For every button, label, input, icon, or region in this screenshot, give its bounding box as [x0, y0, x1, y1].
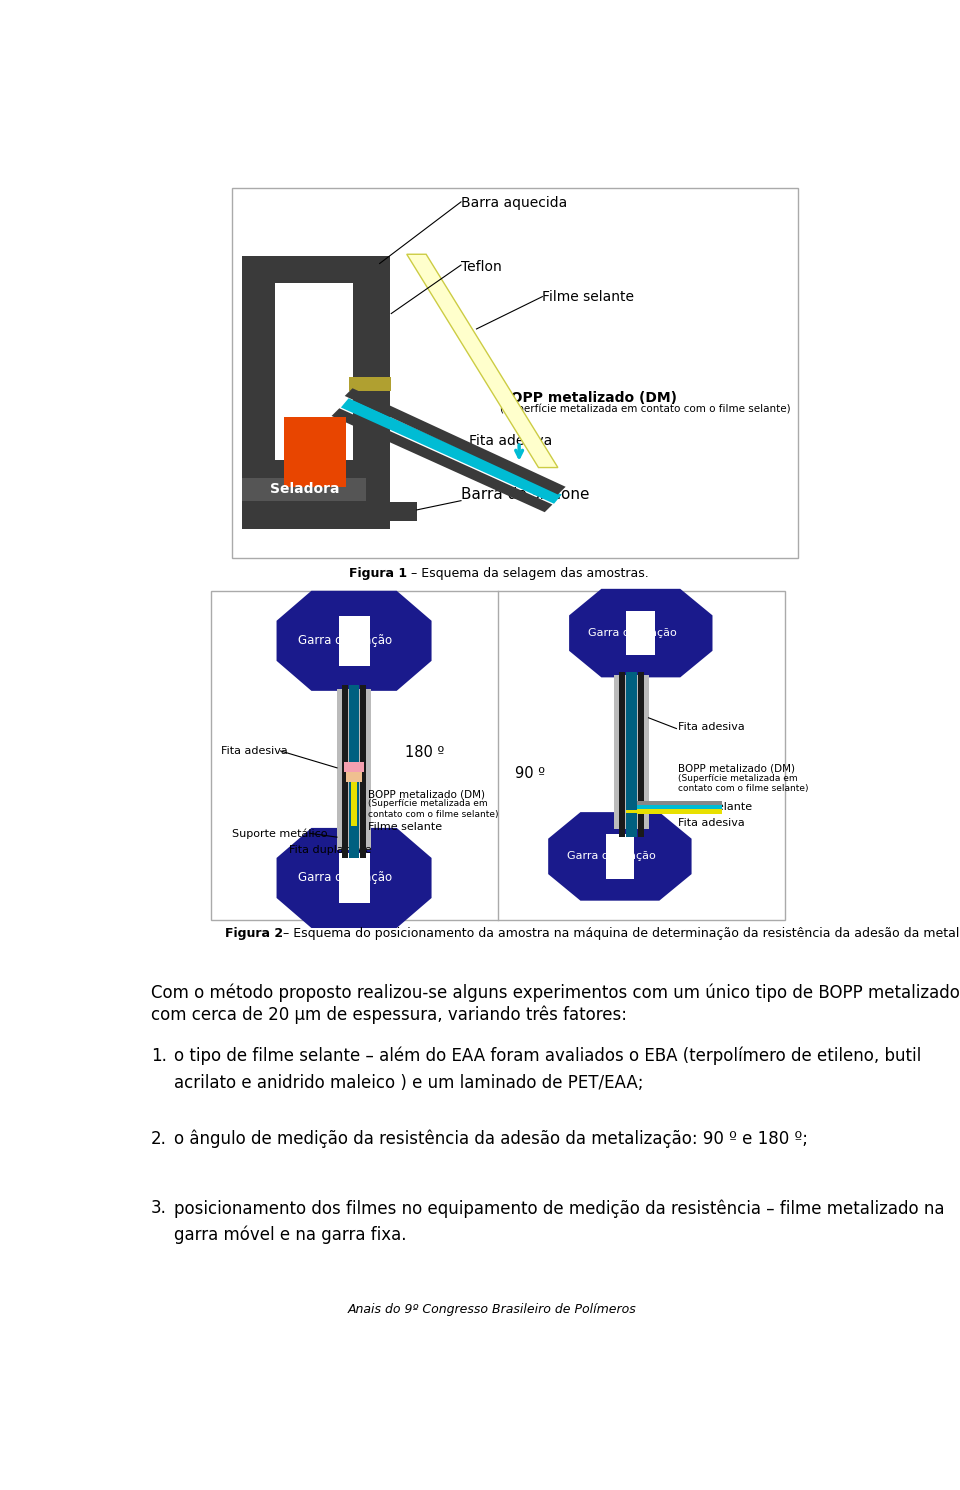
Text: Barra de silicone: Barra de silicone [461, 487, 589, 502]
Text: garra móvel e na garra fixa.: garra móvel e na garra fixa. [175, 1226, 407, 1244]
Text: Fita adesiva: Fita adesiva [221, 746, 287, 755]
Bar [339, 615, 370, 666]
Bar [637, 672, 644, 837]
Text: 3.: 3. [151, 1199, 167, 1217]
Text: – Esquema do posicionamento da amostra na máquina de determinação da resistência: – Esquema do posicionamento da amostra n… [278, 927, 960, 940]
Bar [347, 770, 362, 782]
Bar [348, 377, 392, 392]
Bar [211, 590, 785, 919]
Bar [243, 256, 390, 529]
Bar [606, 834, 635, 879]
Text: Garra de Tração: Garra de Tração [588, 629, 677, 638]
Bar [627, 611, 655, 656]
Bar [232, 188, 798, 557]
Polygon shape [407, 255, 558, 468]
Text: Fita adesiva: Fita adesiva [678, 818, 745, 828]
Polygon shape [341, 398, 562, 504]
Text: Filme selante: Filme selante [678, 803, 752, 812]
Text: Teflon: Teflon [461, 259, 502, 274]
Text: – Esquema da selagem das amostras.: – Esquema da selagem das amostras. [407, 566, 649, 580]
Text: Barra aquecida: Barra aquecida [461, 195, 567, 210]
Polygon shape [331, 408, 552, 513]
Polygon shape [276, 590, 432, 691]
Text: (Superfície metalizada em contato com o filme selante): (Superfície metalizada em contato com o … [500, 404, 790, 414]
Text: 2.: 2. [151, 1129, 167, 1147]
Text: Garra de Tração: Garra de Tração [298, 635, 392, 647]
Text: BOPP metalizado (DM): BOPP metalizado (DM) [500, 390, 677, 405]
Text: 1.: 1. [151, 1046, 167, 1064]
Text: Figura 1: Figura 1 [348, 566, 407, 580]
Bar [243, 502, 417, 522]
Bar [636, 802, 722, 805]
Text: Filme selante: Filme selante [368, 822, 443, 831]
Text: Fita adesiva: Fita adesiva [678, 723, 745, 732]
Text: Suporte metálico: Suporte metálico [232, 828, 328, 839]
Bar [360, 685, 367, 858]
Bar [348, 685, 359, 858]
Text: com cerca de 20 μm de espessura, variando três fatores:: com cerca de 20 μm de espessura, variand… [151, 1006, 627, 1024]
Bar [619, 672, 625, 837]
Text: Fita adesiva: Fita adesiva [468, 435, 552, 448]
Bar [342, 685, 348, 858]
Text: 90 º: 90 º [516, 766, 545, 781]
Text: BOPP metalizado (DM): BOPP metalizado (DM) [368, 790, 485, 800]
Text: acrilato e anidrido maleico ) e um laminado de PET/EAA;: acrilato e anidrido maleico ) e um lamin… [175, 1073, 644, 1092]
Bar [339, 852, 370, 903]
Polygon shape [276, 828, 432, 928]
Bar [275, 283, 352, 460]
Text: o tipo de filme selante – além do EAA foram avaliados o EBA (terpolímero de etil: o tipo de filme selante – além do EAA fo… [175, 1046, 922, 1065]
Bar [284, 417, 347, 487]
Bar [636, 808, 722, 814]
Text: Fita dupla-face: Fita dupla-face [289, 845, 372, 855]
Text: Seladora: Seladora [270, 483, 339, 496]
Text: (Superfície metalizada em
contato com o filme selante): (Superfície metalizada em contato com o … [368, 800, 498, 820]
Bar [614, 675, 649, 830]
Bar [344, 763, 364, 772]
Bar [351, 776, 357, 825]
Text: Figura 2: Figura 2 [225, 927, 283, 940]
Text: (Superfície metalizada em
contato com o filme selante): (Superfície metalizada em contato com o … [678, 773, 808, 793]
Polygon shape [548, 812, 691, 900]
Polygon shape [569, 589, 712, 678]
Polygon shape [345, 389, 565, 495]
Text: Com o método proposto realizou-se alguns experimentos com um único tipo de BOPP : Com o método proposto realizou-se alguns… [151, 983, 960, 1001]
Text: Filme selante: Filme selante [542, 291, 635, 304]
Text: 180 º: 180 º [405, 745, 444, 760]
Bar [636, 805, 722, 809]
Bar [626, 672, 636, 837]
Bar [626, 811, 636, 812]
Text: Garra de Tração: Garra de Tração [567, 851, 656, 861]
Bar [337, 688, 372, 851]
Text: BOPP metalizado (DM): BOPP metalizado (DM) [678, 764, 795, 773]
Text: posicionamento dos filmes no equipamento de medição da resistência – filme metal: posicionamento dos filmes no equipamento… [175, 1199, 945, 1217]
Text: Anais do 9º Congresso Brasileiro de Polímeros: Anais do 9º Congresso Brasileiro de Polí… [348, 1302, 636, 1316]
Text: o ângulo de medição da resistência da adesão da metalização: 90 º e 180 º;: o ângulo de medição da resistência da ad… [175, 1129, 808, 1149]
Text: Garra de Tração: Garra de Tração [298, 872, 392, 885]
Bar [243, 478, 367, 501]
